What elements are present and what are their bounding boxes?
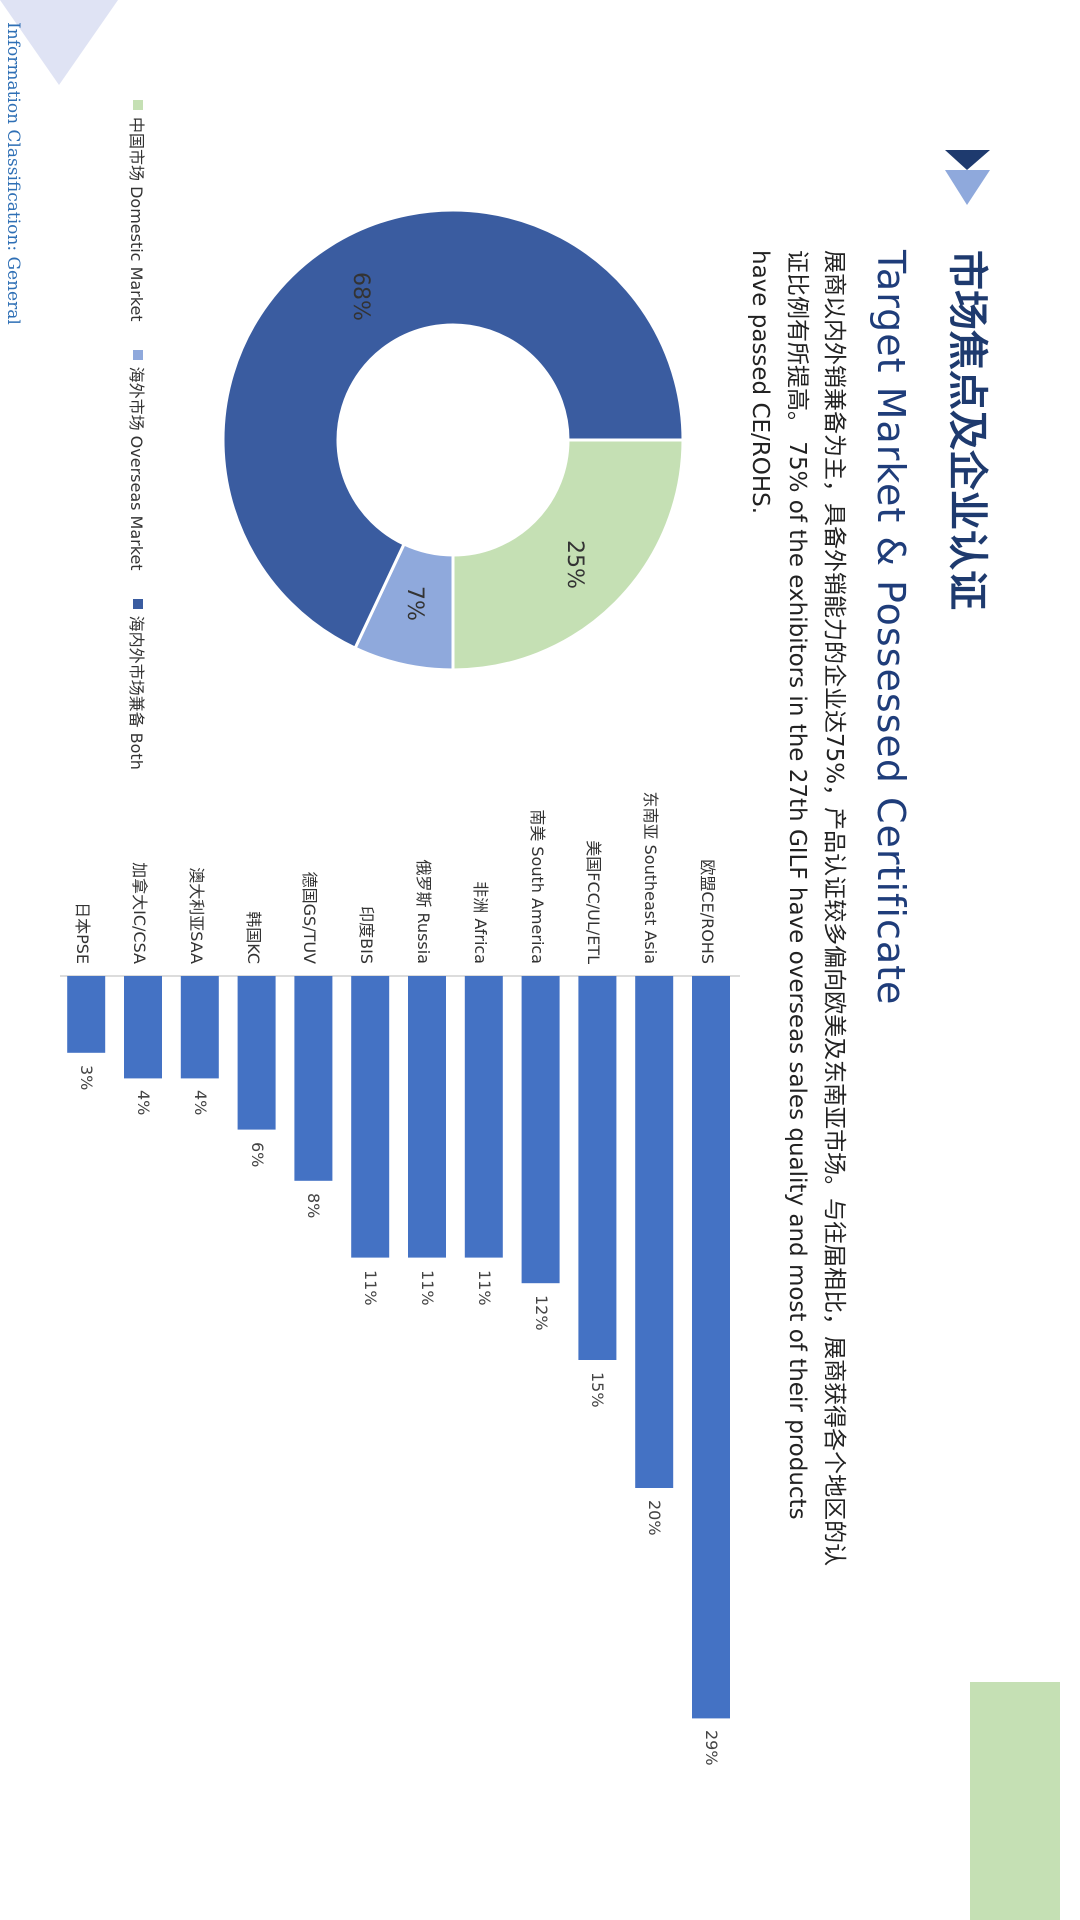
bar <box>67 976 106 1053</box>
bar-value-label: 6% <box>247 1141 267 1167</box>
donut-slice <box>451 438 685 672</box>
bar-category-label: 印度BIS <box>357 906 377 964</box>
bar <box>692 976 730 1719</box>
bar <box>521 976 560 1284</box>
bar-category-label: 俄罗斯 Russia <box>414 859 433 964</box>
bar-value-label: 29% <box>702 1730 721 1766</box>
bar <box>635 976 674 1488</box>
bar-value-label: 11% <box>361 1269 381 1306</box>
bar-value-label: 11% <box>418 1269 437 1306</box>
bar <box>237 976 276 1130</box>
bar-value-label: 4% <box>190 1090 210 1116</box>
title-arrow-dark-icon <box>945 150 990 170</box>
bar-category-label: 加拿大IC/CSA <box>130 862 149 964</box>
bar-value-label: 4% <box>134 1090 153 1116</box>
bar-category-label: 日本PSE <box>73 902 93 964</box>
donut-slice <box>221 208 685 651</box>
bar <box>464 976 503 1258</box>
bar-value-label: 12% <box>531 1295 551 1331</box>
bar-category-label: 南美 South America <box>527 809 547 964</box>
bar-value-label: 8% <box>304 1192 324 1219</box>
bar <box>180 976 219 1079</box>
bar-value-label: 15% <box>588 1372 608 1408</box>
bar-category-label: 德国GS/TUV <box>300 871 320 964</box>
bar-value-label: 20% <box>645 1500 665 1536</box>
bar-category-label: 东南亚 Southeast Asia <box>641 791 661 964</box>
bar <box>351 976 390 1258</box>
bar <box>294 976 333 1181</box>
bar-category-label: 欧盟CE/ROHS <box>698 859 717 964</box>
bar-category-label: 澳大利亚SAA <box>186 867 206 964</box>
bar <box>578 976 617 1360</box>
corner-triangle <box>0 0 118 85</box>
bar <box>408 976 446 1258</box>
bar-value-label: 3% <box>77 1064 97 1091</box>
bar <box>124 976 162 1079</box>
title-arrow-light-icon <box>945 170 990 205</box>
bar-category-label: 非洲 Africa <box>470 881 490 964</box>
bar-category-label: 美国FCC/UL/ETL <box>584 840 604 964</box>
accent-bar <box>970 1682 1060 1920</box>
bar-value-label: 11% <box>474 1269 494 1306</box>
bar-category-label: 韩国KC <box>243 911 263 964</box>
